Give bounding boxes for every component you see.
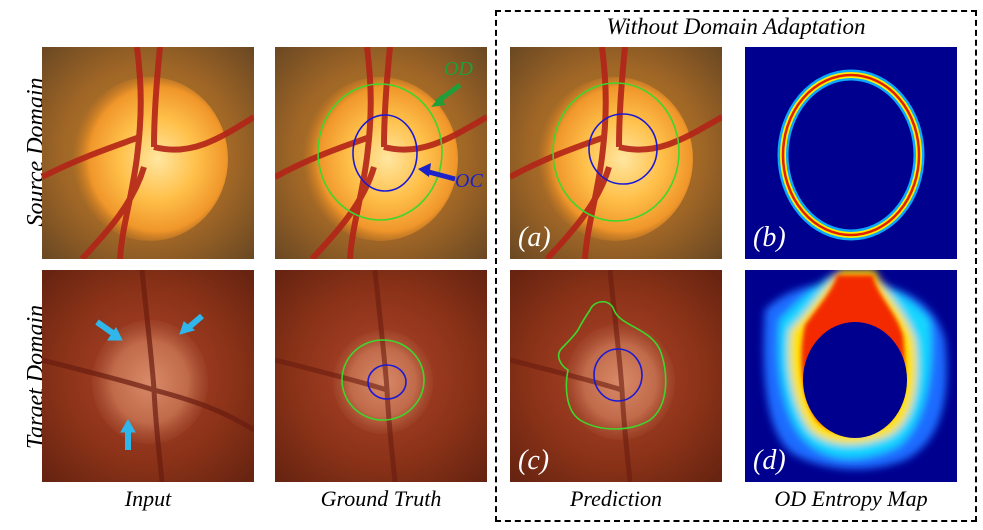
target-ground-truth-image xyxy=(275,270,487,482)
col-label-input: Input xyxy=(124,486,172,511)
source-input-image xyxy=(42,47,254,259)
col-label-ground-truth: Ground Truth xyxy=(320,486,442,511)
col-label-entropy: OD Entropy Map xyxy=(774,486,928,511)
box-title: Without Domain Adaptation xyxy=(606,14,866,39)
panel-tag-a: (a) xyxy=(518,222,551,253)
domain-adaptation-box xyxy=(495,10,977,522)
panel-tag-c: (c) xyxy=(518,445,550,476)
col-label-prediction: Prediction xyxy=(569,486,663,511)
source-ground-truth-image xyxy=(275,47,487,259)
target-input-image xyxy=(42,270,254,482)
od-annotation: OD xyxy=(444,58,473,80)
panel-tag-b: (b) xyxy=(753,222,786,253)
prediction-a-image xyxy=(510,47,722,259)
oc-annotation: OC xyxy=(455,170,483,192)
entropy-map-b-image xyxy=(745,47,957,259)
panel-tag-d: (d) xyxy=(753,445,786,476)
prediction-c-image xyxy=(510,270,722,482)
entropy-map-d-image xyxy=(745,270,957,482)
